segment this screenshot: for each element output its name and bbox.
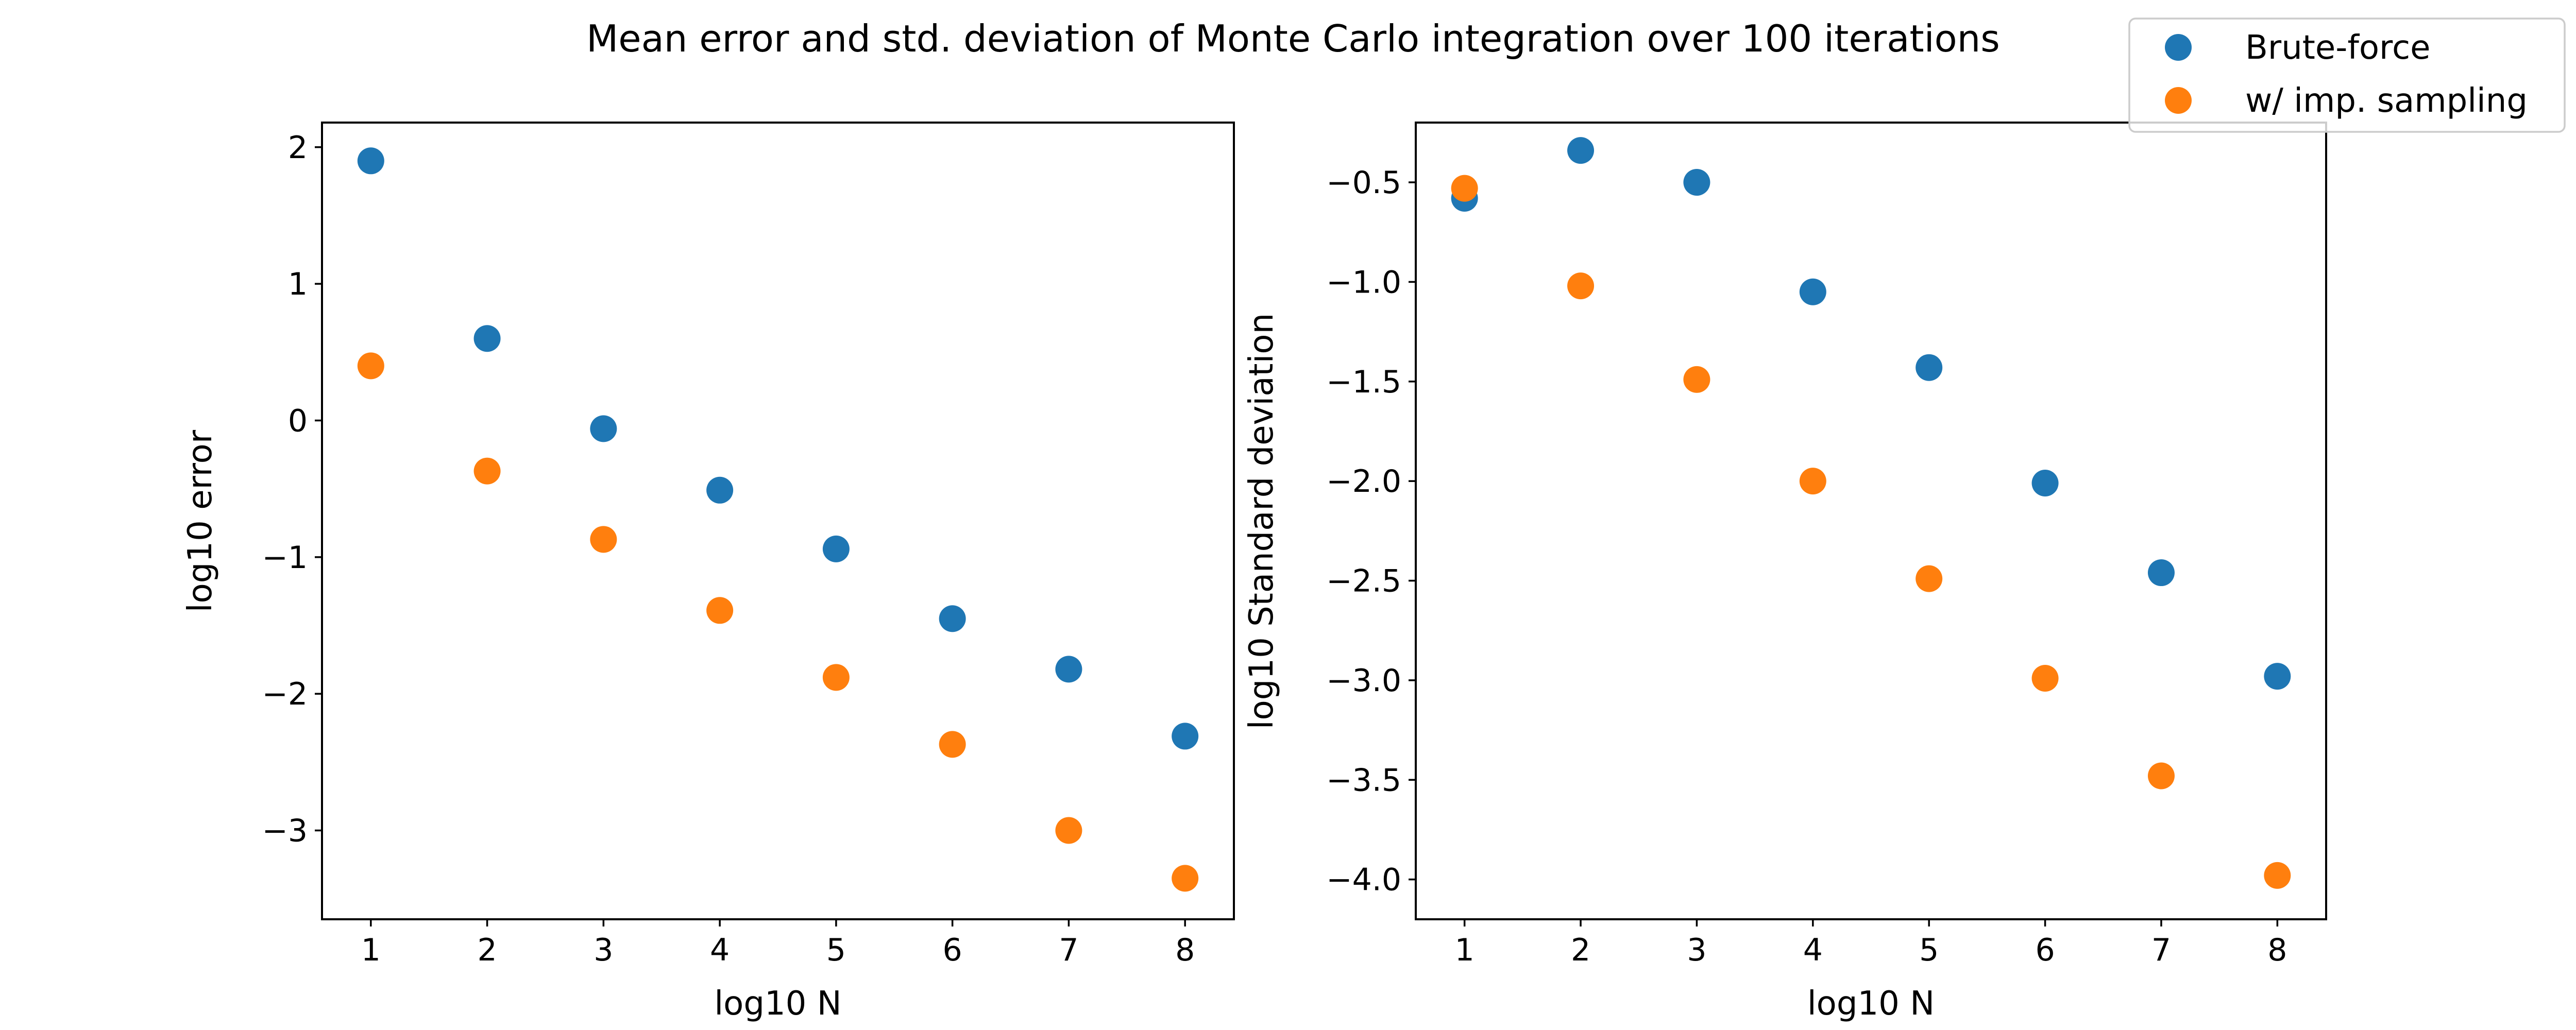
point-brute-force-6 (2031, 470, 2059, 497)
point-brute-force-2 (473, 325, 501, 352)
x-tick-label: 3 (1687, 932, 1706, 968)
x-tick-label: 1 (361, 932, 381, 968)
point-brute-force-8 (1172, 723, 1199, 750)
plot-frame (1415, 122, 2327, 920)
point-w-imp-sampling-7 (2147, 762, 2175, 789)
point-w-imp-sampling-6 (2031, 665, 2059, 692)
point-brute-force-7 (2147, 559, 2175, 587)
point-w-imp-sampling-5 (822, 664, 850, 691)
point-w-imp-sampling-3 (590, 526, 617, 553)
point-brute-force-5 (822, 535, 850, 562)
point-w-imp-sampling-8 (2264, 862, 2291, 889)
point-w-imp-sampling-5 (1916, 565, 1943, 592)
y-tick-label: −3 (262, 813, 308, 849)
point-brute-force-7 (1055, 656, 1082, 683)
y-tick-label: 1 (288, 266, 308, 302)
legend-label-brute-force: Brute-force (2245, 29, 2431, 67)
y-tick-label: −4.0 (1326, 862, 1401, 898)
x-axis-label: log10 N (1807, 985, 1935, 1023)
x-tick-label: 7 (1059, 932, 1078, 968)
point-brute-force-4 (1799, 278, 1826, 305)
point-brute-force-4 (706, 476, 734, 504)
point-w-imp-sampling-8 (1172, 865, 1199, 892)
y-axis-label: log10 error (181, 430, 219, 612)
x-tick-label: 7 (2151, 932, 2171, 968)
legend-marker-brute-force (2165, 34, 2192, 61)
legend: Brute-force w/ imp. sampling (2128, 18, 2566, 133)
point-w-imp-sampling-1 (357, 352, 384, 380)
x-tick-label: 6 (2035, 932, 2055, 968)
y-tick-label: −3.5 (1326, 762, 1401, 798)
point-brute-force-3 (590, 415, 617, 442)
y-tick-label: −3.0 (1326, 663, 1401, 699)
x-tick-label: 3 (594, 932, 613, 968)
x-tick-label: 8 (1175, 932, 1195, 968)
point-brute-force-2 (1567, 137, 1595, 164)
std-deviation-scatter-plot: 1 2 3 4 5 6 7 8 −4.0 −3.5 −3.0 −2.5 −2.0 −1.5 −1.0 −0.5… (1243, 122, 2327, 1023)
point-w-imp-sampling-7 (1055, 817, 1082, 844)
x-tick-label: 2 (1571, 932, 1590, 968)
point-w-imp-sampling-3 (1683, 366, 1710, 393)
point-w-imp-sampling-2 (1567, 272, 1595, 300)
point-w-imp-sampling-1 (1451, 175, 1478, 202)
x-tick-label: 5 (1919, 932, 1939, 968)
x-tick-label: 1 (1455, 932, 1475, 968)
y-tick-label: 0 (288, 403, 308, 439)
point-brute-force-3 (1683, 169, 1710, 196)
point-brute-force-6 (939, 605, 966, 632)
y-tick-label: −2.5 (1326, 563, 1401, 599)
point-brute-force-1 (357, 147, 384, 175)
x-tick-label: 5 (826, 932, 846, 968)
x-axis-label: log10 N (714, 985, 841, 1023)
plot-frame (321, 122, 1235, 920)
x-tick-label: 4 (710, 932, 730, 968)
y-tick-label: −2 (262, 676, 308, 712)
y-tick-label: −1.0 (1326, 264, 1401, 300)
y-tick-label: −1.5 (1326, 364, 1401, 400)
x-tick-label: 2 (477, 932, 497, 968)
y-tick-label: −0.5 (1326, 165, 1401, 201)
x-tick-label: 6 (943, 932, 962, 968)
point-brute-force-8 (2264, 663, 2291, 690)
point-w-imp-sampling-4 (706, 597, 734, 624)
x-tick-label: 8 (2267, 932, 2287, 968)
y-tick-label: −1 (262, 540, 308, 576)
point-w-imp-sampling-2 (473, 457, 501, 485)
y-tick-label: −2.0 (1326, 464, 1401, 500)
point-w-imp-sampling-4 (1799, 468, 1826, 495)
x-tick-label: 4 (1803, 932, 1823, 968)
legend-label-imp-sampling: w/ imp. sampling (2245, 82, 2528, 120)
point-brute-force-5 (1916, 354, 1943, 381)
legend-marker-imp-sampling (2165, 87, 2192, 114)
legend-box (2128, 18, 2566, 133)
point-w-imp-sampling-6 (939, 731, 966, 758)
y-axis-label: log10 Standard deviation (1243, 313, 1281, 729)
error-scatter-plot: 1 2 3 4 5 6 7 8 −3 −2 −1 0 1 2 log10 N log10 error (181, 122, 1235, 1023)
figure-title: Mean error and std. deviation of Monte C… (586, 17, 2000, 60)
y-tick-label: 2 (288, 130, 308, 166)
